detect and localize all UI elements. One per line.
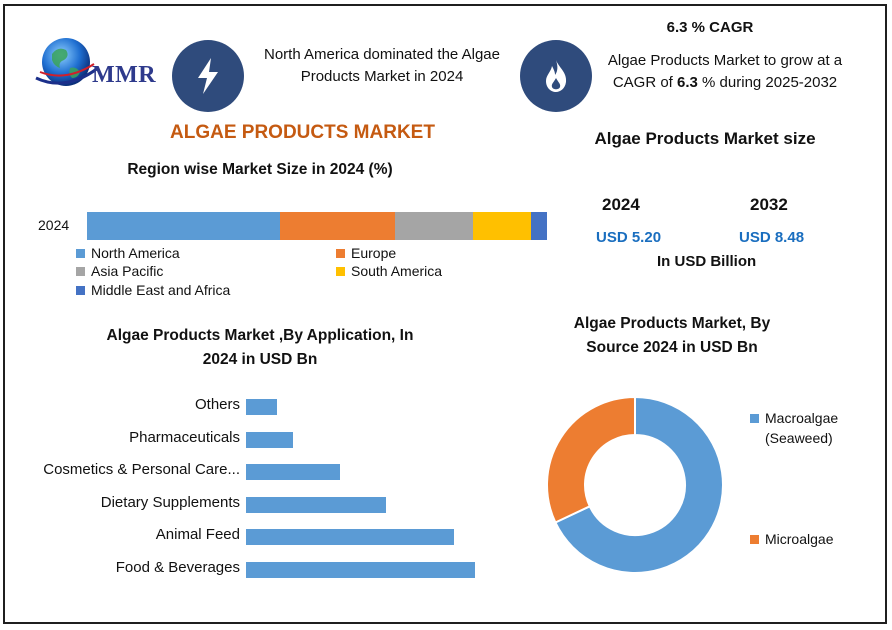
source-title-line-1: Algae Products Market, By	[573, 315, 771, 332]
legend-microalgae: Microalgae	[750, 529, 833, 549]
application-category-label: Dietary Supplements	[100, 493, 240, 511]
application-title-line-1: Algae Products Market ,By Application, I…	[106, 327, 414, 344]
legend-europe: Europe	[336, 245, 396, 261]
application-category-label: Others	[194, 396, 240, 413]
year-2024: 2024	[602, 195, 640, 214]
legend-south-america: South America	[336, 263, 442, 279]
legend-swatch	[76, 285, 85, 295]
flame-icon	[520, 40, 592, 112]
legend-label: Asia Pacific	[91, 263, 164, 279]
legend-label: North America	[91, 245, 180, 261]
application-bar	[246, 464, 340, 480]
application-category-label: Pharmaceuticals	[129, 428, 240, 446]
legend-swatch	[750, 535, 759, 544]
year-2032: 2032	[750, 195, 788, 214]
main-title: ALGAE PRODUCTS MARKET	[170, 122, 435, 143]
region-segment-south-america	[473, 212, 531, 240]
legend-macro-line-2: (Seaweed)	[765, 430, 833, 446]
legend-label: Middle East and Africa	[91, 282, 231, 298]
legend-swatch	[750, 414, 759, 423]
application-bar	[246, 496, 387, 513]
legend-swatch	[76, 248, 85, 258]
legend-swatch	[336, 266, 345, 276]
logo-text: MMR	[92, 62, 157, 88]
market-size-title: Algae Products Market size	[594, 129, 816, 148]
region-segment-north-america	[87, 212, 281, 240]
lightning-icon	[172, 40, 244, 112]
application-title-line-2: 2024 in USD Bn	[202, 351, 318, 368]
legend-mea: Middle East and Africa	[76, 282, 230, 298]
source-chart-title: Algae Products Market, By Source 2024 in…	[540, 312, 804, 360]
cagr-line-2-suffix: % during 2025-2032	[702, 74, 838, 91]
cagr-description: Algae Products Market to grow at a CAGR …	[600, 50, 850, 94]
cagr-line-2-prefix: CAGR of	[612, 74, 673, 91]
application-category-label: Cosmetics & Personal Care...	[43, 461, 240, 478]
region-segment-europe	[280, 212, 396, 240]
legend-label: South America	[351, 263, 443, 279]
cagr-line-1: Algae Products Market to grow at a	[607, 52, 843, 69]
application-bar	[246, 561, 475, 578]
application-chart-title: Algae Products Market ,By Application, I…	[70, 324, 450, 372]
globe-icon	[35, 38, 99, 86]
cagr-value: 6.3	[677, 74, 698, 91]
legend-macro-line-1: Macroalgae	[765, 410, 839, 426]
value-2024: USD 5.20	[596, 229, 662, 246]
legend-swatch	[76, 266, 85, 276]
legend-north-america: North America	[76, 245, 180, 261]
legend-label: Macroalgae (Seaweed)	[765, 408, 838, 448]
donut-slice-macroalgae	[554, 395, 724, 574]
source-donut-chart	[546, 395, 724, 574]
region-dominance-note: North America dominated the Algae Produc…	[264, 46, 500, 85]
application-bar	[246, 529, 454, 545]
region-category-label: 2024	[38, 217, 70, 233]
legend-macroalgae: Macroalgae (Seaweed)	[750, 408, 838, 448]
source-title-line-2: Source 2024 in USD Bn	[586, 339, 758, 356]
application-category-label: Food & Beverages	[115, 558, 240, 576]
legend-asia-pacific: Asia Pacific	[76, 263, 163, 279]
application-category-label: Animal Feed	[155, 526, 240, 543]
cagr-line-2: CAGR of 6.3 % during 2025-2032	[600, 72, 850, 94]
application-bar	[246, 399, 278, 415]
region-chart-title: Region wise Market Size in 2024 (%)	[127, 161, 393, 178]
region-segment-middle-east-and-africa	[530, 212, 547, 240]
legend-label: Microalgae	[765, 531, 834, 547]
infographic-frame	[3, 4, 887, 624]
application-bar	[246, 431, 293, 448]
donut-slice-microalgae	[546, 395, 636, 524]
value-2032: USD 8.48	[739, 229, 805, 246]
legend-swatch	[336, 248, 345, 258]
cagr-title: 6.3 % CAGR	[666, 19, 754, 36]
unit-label: In USD Billion	[657, 253, 757, 270]
legend-label: Europe	[351, 245, 397, 261]
region-segment-asia-pacific	[395, 212, 474, 240]
